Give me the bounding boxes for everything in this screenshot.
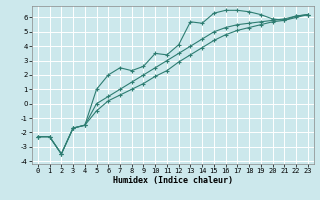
X-axis label: Humidex (Indice chaleur): Humidex (Indice chaleur) xyxy=(113,176,233,185)
